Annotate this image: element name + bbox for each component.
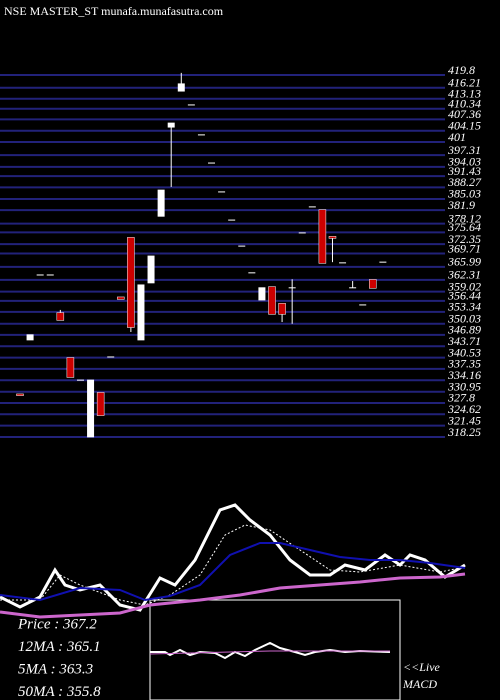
panel-label: MACD: [402, 677, 437, 691]
y-tick-label: 337.35: [447, 357, 481, 371]
y-tick-label: 353.34: [447, 300, 481, 314]
candle-body: [208, 162, 216, 164]
candle-body: [258, 287, 266, 301]
y-tick-label: 321.45: [447, 413, 481, 427]
candle-body: [16, 393, 24, 396]
legend-text: 5MA : 363.3: [18, 661, 93, 677]
y-tick-label: 385.03: [447, 187, 481, 201]
indicator-line: [0, 524, 466, 606]
y-tick-label: 359.02: [447, 279, 481, 293]
candle-body: [177, 83, 185, 92]
candle-body: [107, 356, 115, 358]
candle-body: [117, 296, 125, 300]
candle-body: [278, 303, 286, 315]
candle-body: [56, 312, 65, 321]
candle-body: [248, 272, 256, 274]
y-tick-label: 362.31: [447, 268, 481, 282]
panel-label: <<Live: [403, 660, 441, 674]
legend-text: Price : 367.2: [17, 616, 97, 632]
candle-body: [46, 274, 54, 276]
candle-body: [298, 232, 306, 234]
candle-body: [379, 261, 387, 263]
chart-title: NSE MASTER_ST munafa.munafasutra.com: [4, 4, 224, 18]
candle-body: [26, 334, 34, 341]
y-tick-label: 419.8: [448, 63, 475, 77]
y-tick-label: 378.12: [447, 211, 481, 225]
candle-body: [328, 236, 337, 239]
indicator-line: [149, 650, 390, 655]
y-tick-label: 410.34: [448, 96, 481, 110]
indicator-line: [0, 542, 466, 602]
candle-body: [87, 379, 95, 438]
y-tick-label: 394.03: [447, 155, 481, 169]
y-tick-label: 324.62: [447, 402, 481, 416]
y-tick-label: 365.99: [447, 255, 481, 269]
y-tick-label: 404.15: [448, 119, 481, 133]
candle-body: [147, 255, 155, 284]
candle-body: [349, 287, 357, 289]
y-tick-label: 350.03: [447, 311, 481, 325]
candle-body: [369, 279, 377, 289]
y-tick-label: 356.44: [447, 289, 481, 303]
candle-body: [36, 274, 44, 276]
candle-body: [187, 104, 195, 106]
indicator-line: [0, 503, 466, 612]
candle-body: [268, 286, 276, 315]
candle-body: [197, 134, 205, 136]
candle-body: [76, 379, 84, 381]
y-tick-label: 388.27: [447, 175, 482, 189]
y-tick-label: 372.35: [447, 232, 481, 246]
y-tick-label: 381.9: [447, 198, 475, 212]
y-tick-label: 340.53: [447, 345, 481, 359]
y-tick-label: 413.13: [448, 87, 481, 101]
y-tick-label: 334.16: [447, 368, 481, 382]
candle-body: [308, 206, 316, 208]
y-tick-label: 391.43: [447, 164, 481, 178]
legend-text: 50MA : 355.8: [18, 684, 101, 700]
indicator-line: [150, 641, 391, 660]
y-tick-label: 330.95: [447, 379, 481, 393]
candle-body: [167, 122, 175, 128]
candle-body: [359, 304, 367, 306]
candle-body: [228, 219, 236, 221]
y-tick-label: 416.21: [448, 76, 481, 90]
candle-body: [339, 262, 347, 264]
legend-text: 12MA : 365.1: [18, 639, 101, 655]
candle-body: [238, 245, 246, 247]
y-tick-label: 401: [448, 130, 466, 144]
candle-body: [218, 191, 226, 193]
y-tick-label: 346.89: [447, 323, 481, 337]
y-tick-label: 343.71: [447, 334, 481, 348]
candle-body: [96, 392, 105, 416]
y-tick-label: 375.64: [447, 220, 481, 234]
macd-panel: [149, 599, 401, 700]
candle-body: [66, 357, 75, 378]
candle-body: [137, 284, 145, 341]
y-tick-label: 397.31: [447, 143, 481, 157]
y-tick-label: 327.8: [447, 391, 475, 405]
y-tick-label: 318.25: [447, 425, 481, 439]
y-tick-label: 407.36: [448, 107, 481, 121]
candle-body: [288, 287, 296, 289]
candle-body: [127, 237, 135, 328]
candle-body: [318, 209, 327, 264]
indicator-line: [0, 572, 466, 619]
y-tick-label: 369.71: [447, 241, 481, 255]
candle-body: [157, 189, 165, 217]
